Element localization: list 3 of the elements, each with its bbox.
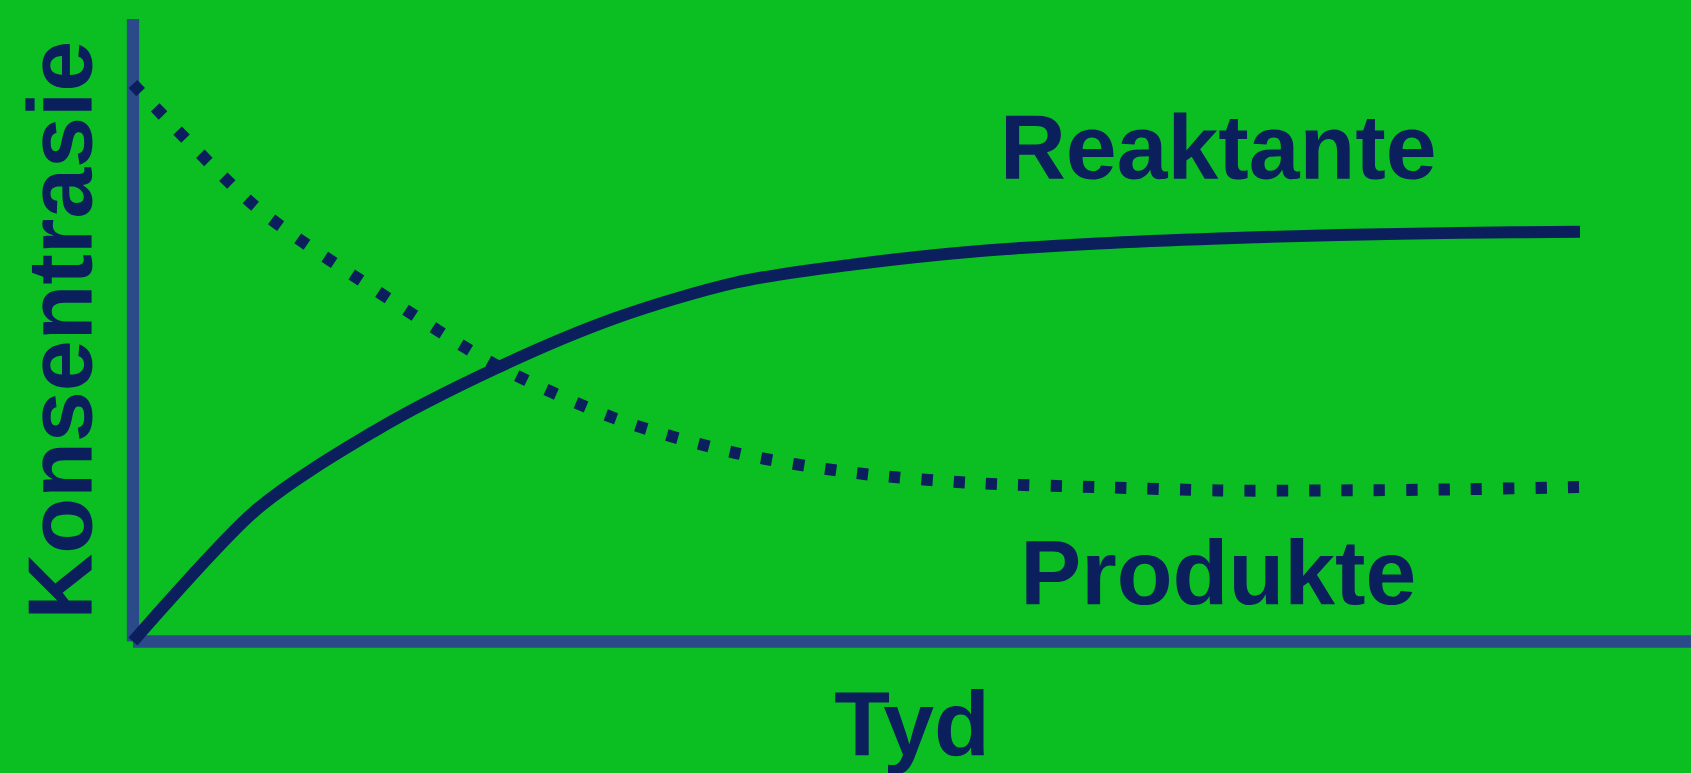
series-label: Produkte: [1026, 538, 1414, 606]
series-label: Reaktante: [1005, 112, 1434, 180]
y-axis-title: Konsentrasie: [25, 43, 93, 614]
